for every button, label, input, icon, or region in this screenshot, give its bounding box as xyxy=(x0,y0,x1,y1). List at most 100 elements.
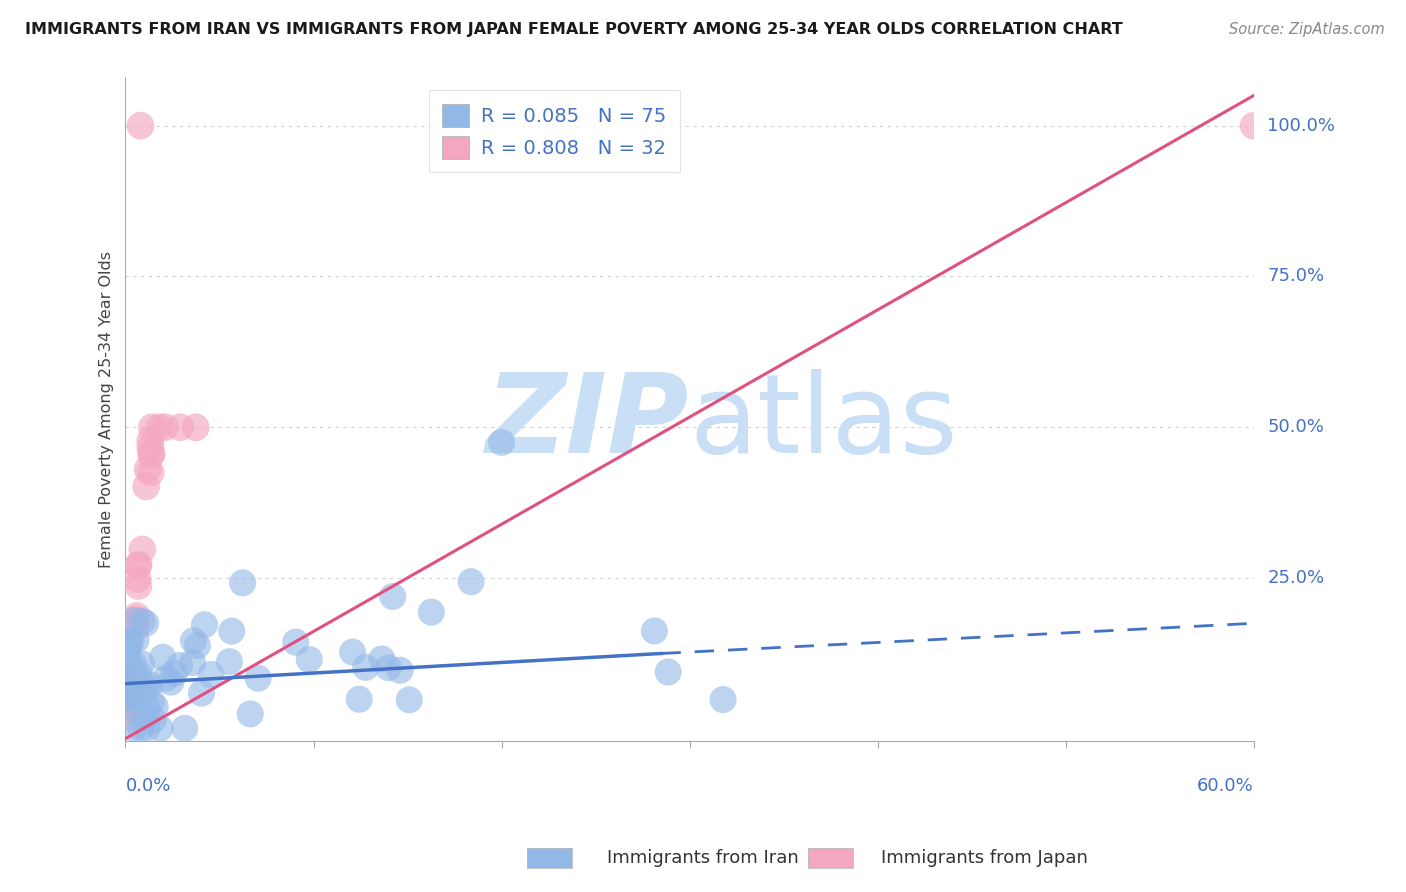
Point xyxy=(184,420,207,434)
Point xyxy=(132,682,155,697)
Point xyxy=(163,666,186,681)
Point xyxy=(169,658,191,673)
Text: 0.0%: 0.0% xyxy=(125,778,172,796)
Point xyxy=(120,683,142,698)
Point xyxy=(398,693,420,707)
Point xyxy=(200,667,222,681)
Point xyxy=(117,658,139,673)
Point xyxy=(139,678,162,692)
Point xyxy=(139,466,162,480)
Point xyxy=(377,660,399,674)
Point xyxy=(1243,119,1265,133)
Point xyxy=(218,655,240,669)
Point xyxy=(121,670,143,684)
Point xyxy=(135,616,157,631)
Point xyxy=(129,119,152,133)
Point xyxy=(117,691,139,706)
Point xyxy=(120,634,142,648)
Point xyxy=(127,671,149,685)
Point xyxy=(141,420,163,434)
Point xyxy=(181,656,204,670)
Point xyxy=(711,692,734,706)
Text: ZIP: ZIP xyxy=(486,369,689,476)
Point xyxy=(381,590,404,604)
Point xyxy=(131,657,153,671)
Point xyxy=(139,434,162,448)
Text: 25.0%: 25.0% xyxy=(1267,569,1324,587)
Point xyxy=(152,650,174,665)
Y-axis label: Female Poverty Among 25-34 Year Olds: Female Poverty Among 25-34 Year Olds xyxy=(100,251,114,567)
Point xyxy=(120,699,142,714)
Point xyxy=(131,614,153,628)
Point xyxy=(117,641,139,656)
Point xyxy=(183,633,205,648)
Point xyxy=(121,682,143,697)
Point xyxy=(125,681,148,695)
Point xyxy=(136,462,159,476)
Point xyxy=(131,542,153,557)
Point xyxy=(460,574,482,589)
Point xyxy=(118,635,141,649)
Point xyxy=(118,710,141,724)
Point xyxy=(142,713,165,727)
Point xyxy=(122,614,145,628)
Point xyxy=(117,702,139,716)
Text: 100.0%: 100.0% xyxy=(1267,117,1336,135)
Point xyxy=(127,558,149,573)
Point xyxy=(129,721,152,735)
Text: Immigrants from Iran: Immigrants from Iran xyxy=(607,849,799,867)
Point xyxy=(135,479,157,493)
Point xyxy=(125,613,148,627)
Point xyxy=(131,685,153,699)
Point xyxy=(125,609,148,624)
Point xyxy=(371,652,394,666)
Point xyxy=(128,681,150,696)
Point xyxy=(347,692,370,706)
Point xyxy=(135,709,157,723)
Point xyxy=(117,637,139,651)
Point xyxy=(118,694,141,708)
Point xyxy=(155,671,177,685)
Point xyxy=(128,558,150,572)
Point xyxy=(122,657,145,672)
Text: atlas: atlas xyxy=(689,369,957,476)
Point xyxy=(122,721,145,735)
Point xyxy=(135,681,157,695)
Point xyxy=(141,695,163,709)
Point xyxy=(193,617,215,632)
Point xyxy=(127,572,149,586)
Point xyxy=(120,676,142,690)
Text: 75.0%: 75.0% xyxy=(1267,268,1324,285)
Point xyxy=(186,639,208,653)
Point xyxy=(117,699,139,714)
Point xyxy=(221,624,243,639)
Point xyxy=(173,721,195,735)
Point xyxy=(354,660,377,674)
Text: IMMIGRANTS FROM IRAN VS IMMIGRANTS FROM JAPAN FEMALE POVERTY AMONG 25-34 YEAR OL: IMMIGRANTS FROM IRAN VS IMMIGRANTS FROM … xyxy=(25,22,1123,37)
Point xyxy=(117,660,139,674)
Text: Source: ZipAtlas.com: Source: ZipAtlas.com xyxy=(1229,22,1385,37)
Text: Immigrants from Japan: Immigrants from Japan xyxy=(880,849,1088,867)
Point xyxy=(122,666,145,681)
Point xyxy=(128,666,150,681)
Point xyxy=(139,448,162,462)
Point xyxy=(643,624,665,638)
Point xyxy=(139,440,162,454)
Point xyxy=(160,675,183,690)
Point xyxy=(120,678,142,692)
Point xyxy=(148,420,170,434)
Point xyxy=(149,721,172,735)
Point xyxy=(169,420,191,434)
Point xyxy=(232,575,254,590)
Point xyxy=(118,658,141,673)
Point xyxy=(122,616,145,631)
Point xyxy=(143,699,166,714)
Point xyxy=(118,640,141,655)
Point xyxy=(135,698,157,713)
Point xyxy=(135,721,157,735)
Point xyxy=(118,689,141,703)
Text: 60.0%: 60.0% xyxy=(1197,778,1254,796)
Point xyxy=(127,579,149,593)
Point xyxy=(117,684,139,698)
Point xyxy=(298,652,321,666)
